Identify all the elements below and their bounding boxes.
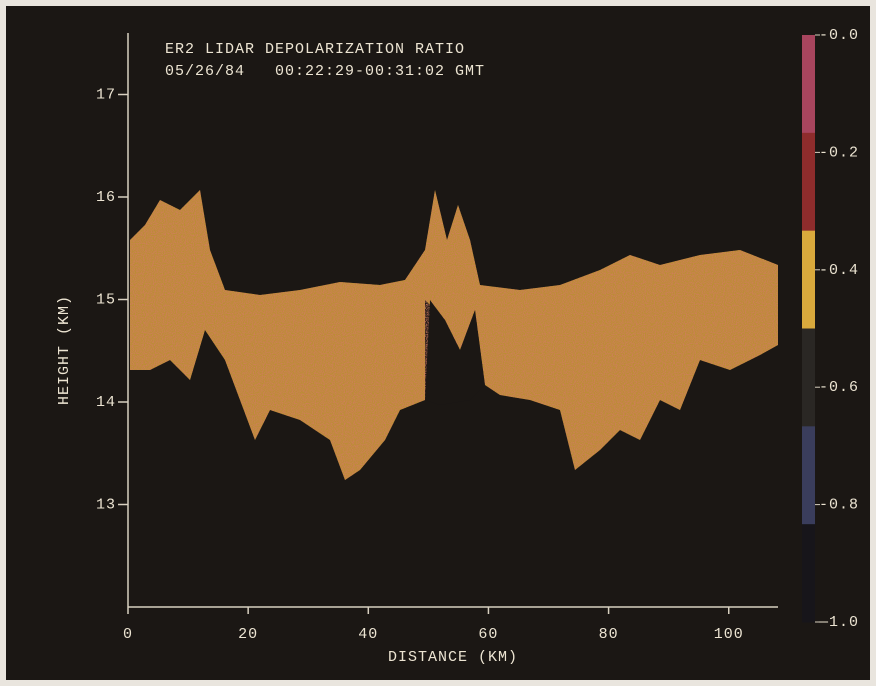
cloud-image (130, 190, 778, 480)
y-axis-label: HEIGHT (KM) (56, 295, 73, 405)
x-tick-label: 60 (478, 626, 498, 643)
x-tick-label: 100 (714, 626, 744, 643)
colorbar-tick-label: -0.8 (819, 497, 859, 514)
x-tick-label: 20 (238, 626, 258, 643)
x-tick-label: 40 (358, 626, 378, 643)
colorbar-segment (802, 35, 815, 134)
y-tick-label: 14 (96, 394, 116, 411)
chart-subtitle: 05/26/84 00:22:29-00:31:02 GMT (165, 63, 485, 80)
colorbar-segment (802, 426, 815, 525)
colorbar-tick-label: -0.2 (819, 144, 859, 161)
colorbar-segment (802, 230, 815, 329)
colorbar-tick-label: -0.4 (819, 262, 859, 279)
y-tick-label: 15 (96, 291, 116, 308)
colorbar-segment (802, 328, 815, 427)
x-axis-label: DISTANCE (KM) (388, 649, 518, 666)
y-tick-label: 16 (96, 189, 116, 206)
x-tick-label: 80 (599, 626, 619, 643)
colorbar-tick-label: -0.6 (819, 379, 859, 396)
colorbar-segment (802, 132, 815, 232)
x-tick-label: 0 (123, 626, 133, 643)
colorbar-segment (802, 524, 815, 623)
y-tick-label: 13 (96, 496, 116, 513)
y-tick-label: 17 (96, 86, 116, 103)
colorbar-tick-label: —1.0 (818, 614, 859, 631)
colorbar-tick-label: -0.0 (819, 27, 859, 44)
chart-title: ER2 LIDAR DEPOLARIZATION RATIO (165, 41, 465, 58)
